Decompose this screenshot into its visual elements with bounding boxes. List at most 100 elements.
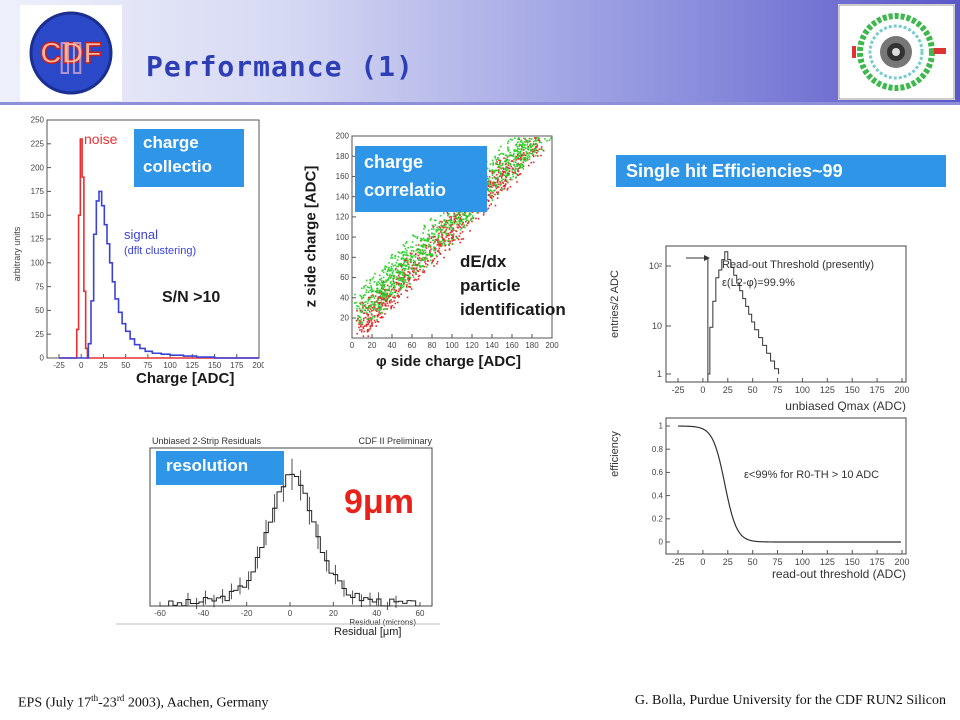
- noise-ylabel: arbitrary units: [12, 226, 22, 281]
- noise-xtick-4: 75: [143, 361, 152, 370]
- logo-numeral: II: [59, 34, 83, 83]
- qmax-xtick-8: 175: [870, 385, 885, 395]
- noise-xtick-6: 125: [186, 361, 200, 370]
- charge-correlation-line2: correlatio: [364, 180, 447, 200]
- qmax-ytick-2: 10²: [649, 261, 662, 271]
- corr-ytick-5: 120: [336, 213, 350, 222]
- noise-xtick-2: 25: [99, 361, 108, 370]
- logo-text: CDF: [40, 37, 102, 70]
- noise-ytick-10: 250: [31, 116, 45, 125]
- noise-ytick-9: 225: [31, 139, 45, 148]
- res-xtick-0: -60: [154, 609, 166, 618]
- charge-collection-callout: charge collectio: [134, 129, 244, 187]
- dedx-annotation: dE/dx particle identification: [460, 250, 566, 322]
- noise-xtick-9: 200: [252, 361, 264, 370]
- qmax-distribution-plot: entries/2 ADC 1 10 10² -25 0 25 50 75 100 125 150…: [604, 238, 916, 414]
- noise-label: noise: [84, 131, 118, 147]
- res-xtick-3: 0: [288, 609, 293, 618]
- noise-ytick-7: 175: [31, 187, 45, 196]
- qmax-xtick-6: 125: [820, 385, 835, 395]
- page-title: Performance (1): [146, 50, 414, 83]
- resolution-value: 9μm: [344, 483, 414, 521]
- res-xtick-6: 60: [416, 609, 425, 618]
- corr-xtick-10: 200: [545, 341, 559, 350]
- noise-ytick-0: 0: [40, 354, 45, 363]
- eff-xlabel: read-out threshold (ADC): [772, 567, 906, 581]
- eff-xtick-5: 100: [795, 557, 810, 567]
- residual-title-left: Unbiased 2-Strip Residuals: [152, 436, 262, 446]
- noise-xtick-8: 175: [230, 361, 244, 370]
- header-banner: [0, 0, 960, 104]
- corr-xtick-8: 160: [505, 341, 519, 350]
- dedx-line2: particle: [460, 276, 521, 295]
- noise-ytick-6: 150: [31, 211, 45, 220]
- eff-ytick-2: 0.4: [652, 491, 664, 500]
- corr-xtick-4: 80: [428, 341, 437, 350]
- noise-ytick-8: 200: [31, 163, 45, 172]
- detector-image: [838, 4, 955, 100]
- signal-label: signal: [124, 227, 158, 242]
- cdf-logo: CDF II: [20, 5, 122, 101]
- noise-xlabel: Charge [ADC]: [136, 370, 235, 387]
- noise-xtick-3: 50: [121, 361, 130, 370]
- corr-ytick-1: 40: [340, 293, 349, 302]
- eff-ytick-4: 0.8: [652, 445, 664, 454]
- noise-ytick-1: 25: [35, 330, 44, 339]
- signal-sublabel: (dflt clustering): [124, 245, 196, 257]
- qmax-xtick-1: 0: [700, 385, 705, 395]
- corr-xlabel-text: side charge [ADC]: [390, 353, 521, 370]
- charge-correlation-callout: charge correlatio: [355, 146, 487, 212]
- noise-ytick-5: 125: [31, 235, 45, 244]
- res-xtick-4: 20: [329, 609, 338, 618]
- sn-ratio: S/N >10: [162, 289, 221, 306]
- res-xtick-2: -20: [241, 609, 253, 618]
- corr-xtick-1: 20: [368, 341, 377, 350]
- single-hit-efficiency-banner: Single hit Efficiencies~99: [616, 155, 946, 187]
- charge-collection-line2: collectio: [143, 157, 212, 176]
- noise-xtick-0: -25: [53, 361, 65, 370]
- noise-ytick-4: 100: [31, 258, 45, 267]
- residual-inner-xlabel: Residual (microns): [349, 618, 416, 627]
- eff-xtick-2: 25: [723, 557, 733, 567]
- footer-left: EPS (July 17th-23rd 2003), Aachen, Germa…: [18, 693, 269, 712]
- charge-collection-line1: charge: [143, 133, 199, 152]
- corr-ytick-6: 140: [336, 192, 350, 201]
- qmax-xtick-3: 50: [748, 385, 758, 395]
- eff-ytick-5: 1: [659, 422, 664, 431]
- eff-xtick-9: 200: [894, 557, 909, 567]
- eff-annotation: ε<99% for R0-TH > 10 ADC: [744, 469, 879, 481]
- qmax-ytick-1: 10: [652, 321, 662, 331]
- corr-xtick-6: 120: [465, 341, 479, 350]
- phi-symbol: φ: [376, 353, 387, 370]
- qmax-xlabel: unbiased Qmax (ADC): [785, 399, 906, 413]
- eff-xtick-6: 125: [820, 557, 835, 567]
- corr-xtick-0: 0: [350, 341, 355, 350]
- qmax-xtick-9: 200: [894, 385, 909, 395]
- qmax-xtick-4: 75: [773, 385, 783, 395]
- noise-ytick-2: 50: [35, 306, 44, 315]
- qmax-xtick-5: 100: [795, 385, 810, 395]
- dedx-line1: dE/dx: [460, 252, 507, 271]
- qmax-ylabel: entries/2 ADC: [609, 270, 621, 338]
- eff-ylabel: efficiency: [609, 431, 621, 477]
- eff-ytick-1: 0.2: [652, 514, 664, 523]
- corr-xtick-3: 60: [408, 341, 417, 350]
- footer-left-post: 2003), Aachen, Germany: [124, 695, 269, 711]
- noise-xtick-1: 0: [79, 361, 84, 370]
- qmax-legend-line2: ε(L2-φ)=99.9%: [722, 277, 795, 289]
- corr-xtick-2: 40: [388, 341, 397, 350]
- corr-ytick-8: 180: [336, 152, 350, 161]
- corr-ytick-9: 200: [336, 132, 350, 141]
- corr-ylabel: z side charge [ADC]: [302, 165, 320, 308]
- footer-left-mid: -23: [98, 695, 117, 711]
- residual-title-right: CDF II Preliminary: [358, 436, 432, 446]
- footer-right: G. Bolla, Purdue University for the CDF …: [634, 693, 946, 708]
- residual-xlabel: Residual [μm]: [334, 626, 402, 638]
- eff-xtick-0: -25: [671, 557, 684, 567]
- resolution-callout: resolution: [156, 451, 284, 485]
- corr-xtick-7: 140: [485, 341, 499, 350]
- corr-xtick-9: 180: [525, 341, 539, 350]
- qmax-xtick-0: -25: [671, 385, 684, 395]
- eff-xtick-7: 150: [845, 557, 860, 567]
- res-xtick-1: -40: [198, 609, 210, 618]
